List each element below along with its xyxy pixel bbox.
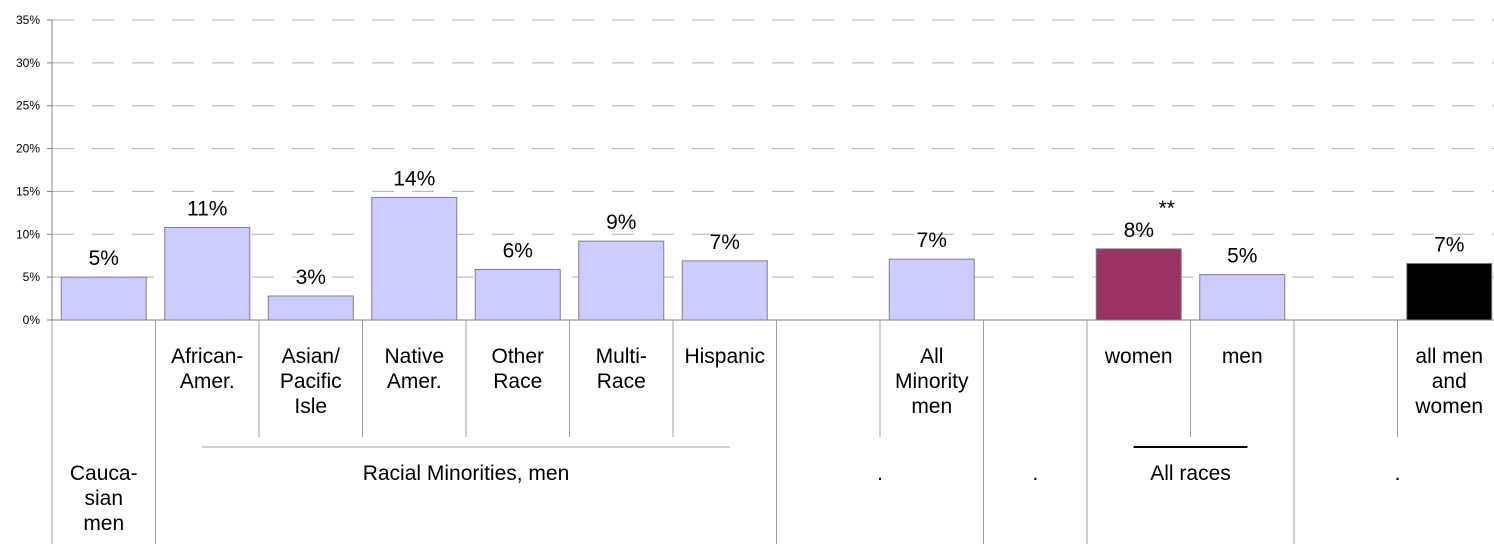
category-label: Race bbox=[493, 370, 542, 393]
category-label: men bbox=[1222, 345, 1263, 368]
data-label: 7% bbox=[917, 229, 947, 252]
bar bbox=[474, 268, 561, 321]
annotation: ** bbox=[1159, 197, 1175, 220]
y-tick-label: 0% bbox=[23, 313, 41, 327]
category-label: Multi- bbox=[596, 345, 647, 368]
data-label: 11% bbox=[187, 197, 227, 220]
bar bbox=[267, 295, 354, 321]
category-label: Minority bbox=[895, 370, 969, 393]
category-label: All bbox=[920, 345, 943, 368]
category-label: women bbox=[1414, 395, 1483, 418]
data-label: 6% bbox=[503, 239, 533, 262]
data-label: 3% bbox=[296, 266, 326, 289]
group-label: . bbox=[877, 462, 883, 485]
category-label: Pacific bbox=[280, 370, 342, 393]
bar bbox=[888, 258, 975, 321]
category-label: women bbox=[1104, 345, 1173, 368]
data-label: 8% bbox=[1124, 219, 1154, 242]
category-label: and bbox=[1432, 370, 1467, 393]
bar bbox=[1199, 274, 1286, 321]
y-tick-label: 35% bbox=[16, 13, 40, 27]
bar bbox=[164, 226, 251, 321]
group-label: All races bbox=[1150, 462, 1231, 485]
category-label: Isle bbox=[294, 395, 327, 418]
group-label: . bbox=[1032, 462, 1038, 485]
data-label: 14% bbox=[393, 167, 435, 190]
data-label: 5% bbox=[89, 247, 119, 270]
data-label: 7% bbox=[710, 231, 740, 254]
group-label: men bbox=[83, 512, 124, 535]
category-label: Amer. bbox=[387, 370, 442, 393]
data-label: 9% bbox=[606, 211, 636, 234]
category-label: African- bbox=[171, 345, 243, 368]
y-tick-label: 30% bbox=[16, 56, 40, 70]
group-label: sian bbox=[84, 487, 123, 510]
category-label: Native bbox=[384, 345, 444, 368]
category-label: Other bbox=[491, 345, 544, 368]
y-tick-label: 20% bbox=[16, 142, 40, 156]
category-label: Hispanic bbox=[684, 345, 765, 368]
y-tick-label: 15% bbox=[16, 184, 40, 198]
bar bbox=[578, 240, 665, 321]
data-label: 5% bbox=[1227, 245, 1257, 268]
category-label: men bbox=[911, 395, 952, 418]
y-tick-label: 5% bbox=[23, 270, 41, 284]
data-label: 7% bbox=[1434, 233, 1464, 256]
group-label: Cauca- bbox=[70, 462, 138, 485]
category-label: Amer. bbox=[180, 370, 235, 393]
y-tick-label: 25% bbox=[16, 99, 40, 113]
y-tick-label: 10% bbox=[16, 227, 40, 241]
category-label: all men bbox=[1415, 345, 1483, 368]
group-label: . bbox=[1395, 462, 1401, 485]
bar bbox=[1406, 262, 1493, 321]
bar bbox=[60, 276, 147, 321]
category-label: Asian/ bbox=[282, 345, 341, 368]
category-label: Race bbox=[597, 370, 646, 393]
bar bbox=[681, 260, 768, 321]
bar bbox=[371, 196, 458, 321]
bar bbox=[1095, 248, 1182, 321]
group-label: Racial Minorities, men bbox=[363, 462, 570, 485]
